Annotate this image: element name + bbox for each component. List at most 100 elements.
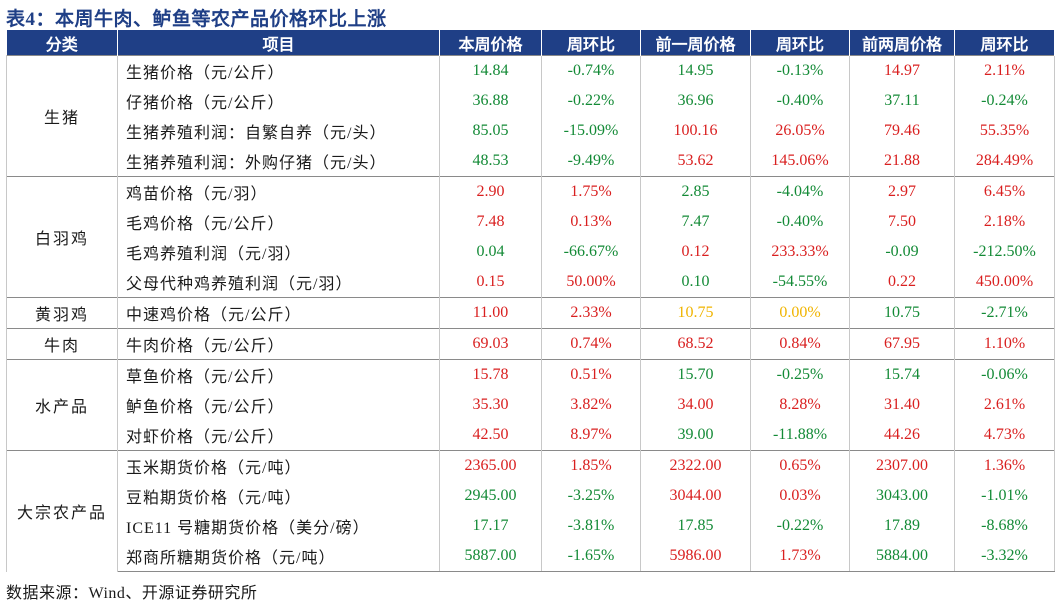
table-row: 郑商所糖期货价格（元/吨） 5887.00 -1.65% 5986.00 1.73% 58… bbox=[7, 541, 1055, 572]
item-cell: 对虾价格（元/公斤） bbox=[117, 420, 440, 451]
this-week-price-cell: 17.17 bbox=[439, 511, 542, 541]
this-week-price-cell: 85.05 bbox=[439, 116, 542, 146]
header-wow-1: 周环比 bbox=[541, 30, 641, 56]
wow-two-weeks-ago-cell: -1.01% bbox=[954, 481, 1055, 511]
table-row: 父母代种鸡养殖利润（元/羽） 0.15 50.00% 0.10 -54.55% 0.22 4… bbox=[7, 267, 1055, 298]
wow-this-week-cell: -1.65% bbox=[541, 541, 641, 572]
prev-week-price-cell: 34.00 bbox=[640, 390, 751, 420]
prev-week-price-cell: 14.95 bbox=[640, 55, 751, 86]
item-cell: 鸡苗价格（元/羽） bbox=[117, 176, 440, 207]
this-week-price-cell: 35.30 bbox=[439, 390, 542, 420]
item-cell: ICE11 号糖期货价格（美分/磅） bbox=[117, 511, 440, 541]
table-row: 对虾价格（元/公斤） 42.50 8.97% 39.00 -11.88% 44.26 4.7… bbox=[7, 420, 1055, 451]
wow-two-weeks-ago-cell: 4.73% bbox=[954, 420, 1055, 451]
two-weeks-ago-price-cell: 31.40 bbox=[849, 390, 955, 420]
wow-two-weeks-ago-cell: 2.11% bbox=[954, 55, 1055, 86]
this-week-price-cell: 69.03 bbox=[439, 328, 542, 360]
table-row: 生猪养殖利润：自繁自养（元/头） 85.05 -15.09% 100.16 26.05%… bbox=[7, 116, 1055, 146]
table-row: 黄羽鸡 中速鸡价格（元/公斤） 11.00 2.33% 10.75 0.00% 10.75-… bbox=[6, 297, 1055, 329]
table-title: 表4：本周牛肉、鲈鱼等农产品价格环比上涨 bbox=[6, 9, 387, 30]
wow-this-week-cell: 8.97% bbox=[541, 420, 641, 451]
item-cell: 豆粕期货价格（元/吨） bbox=[117, 481, 440, 511]
two-weeks-ago-price-cell: 37.11 bbox=[849, 86, 955, 116]
two-weeks-ago-price-cell: 7.50 bbox=[849, 207, 955, 237]
prev-week-price-cell: 7.47 bbox=[640, 207, 751, 237]
wow-prev-week-cell: 26.05% bbox=[750, 116, 850, 146]
wow-this-week-cell: 0.51% bbox=[541, 359, 641, 390]
item-cell: 鲈鱼价格（元/公斤） bbox=[117, 390, 440, 420]
table-row: 豆粕期货价格（元/吨） 2945.00 -3.25% 3044.00 0.03% 3043… bbox=[7, 481, 1055, 511]
wow-prev-week-cell: 0.65% bbox=[750, 450, 850, 481]
wow-this-week-cell: 1.85% bbox=[541, 450, 641, 481]
prev-week-price-cell: 17.85 bbox=[640, 511, 751, 541]
wow-this-week-cell: 2.33% bbox=[541, 297, 641, 329]
prev-week-price-cell: 68.52 bbox=[640, 328, 751, 360]
two-weeks-ago-price-cell: -0.09 bbox=[849, 237, 955, 267]
two-weeks-ago-price-cell: 79.46 bbox=[849, 116, 955, 146]
wow-prev-week-cell: -0.22% bbox=[750, 511, 850, 541]
this-week-price-cell: 42.50 bbox=[439, 420, 542, 451]
wow-this-week-cell: 50.00% bbox=[541, 267, 641, 298]
prev-week-price-cell: 5986.00 bbox=[640, 541, 751, 572]
wow-two-weeks-ago-cell: -8.68% bbox=[954, 511, 1055, 541]
this-week-price-cell: 2365.00 bbox=[439, 450, 542, 481]
wow-this-week-cell: -15.09% bbox=[541, 116, 641, 146]
this-week-price-cell: 0.15 bbox=[439, 267, 542, 298]
wow-prev-week-cell: 0.84% bbox=[750, 328, 850, 360]
table-body: 生猪 生猪价格（元/公斤） 14.84 -0.74% 14.95 -0.13% 14.97 2… bbox=[6, 55, 1055, 572]
wow-two-weeks-ago-cell: -3.32% bbox=[954, 541, 1055, 572]
this-week-price-cell: 0.04 bbox=[439, 237, 542, 267]
table-row: 白羽鸡 鸡苗价格（元/羽） 2.90 1.75% 2.85 -4.04% 2.97 6.45% bbox=[6, 176, 1055, 298]
wow-prev-week-cell: -0.40% bbox=[750, 207, 850, 237]
table-row: 毛鸡养殖利润（元/羽） 0.04 -66.67% 0.12 233.33% -0.09 -2… bbox=[7, 237, 1055, 267]
wow-this-week-cell: -3.81% bbox=[541, 511, 641, 541]
item-cell: 草鱼价格（元/公斤） bbox=[117, 359, 440, 390]
this-week-price-cell: 7.48 bbox=[439, 207, 542, 237]
wow-this-week-cell: -0.74% bbox=[541, 55, 641, 86]
wow-prev-week-cell: 145.06% bbox=[750, 146, 850, 177]
table-row: 大宗农产品 玉米期货价格（元/吨） 2365.00 1.85% 2322.00 0.65%… bbox=[6, 450, 1055, 572]
two-weeks-ago-price-cell: 0.22 bbox=[849, 267, 955, 298]
table-header: 分类 项目 本周价格 周环比 前一周价格 周环比 前两周价格 周环比 bbox=[6, 30, 1055, 56]
item-cell: 玉米期货价格（元/吨） bbox=[117, 450, 440, 481]
wow-this-week-cell: 3.82% bbox=[541, 390, 641, 420]
wow-two-weeks-ago-cell: 450.00% bbox=[954, 267, 1055, 298]
item-cell: 毛鸡养殖利润（元/羽） bbox=[117, 237, 440, 267]
prev-week-price-cell: 39.00 bbox=[640, 420, 751, 451]
table-row: 生猪 生猪价格（元/公斤） 14.84 -0.74% 14.95 -0.13% 14.97 2… bbox=[6, 55, 1055, 177]
category-cell: 黄羽鸡 bbox=[6, 297, 118, 329]
this-week-price-cell: 2945.00 bbox=[439, 481, 542, 511]
wow-two-weeks-ago-cell: 2.61% bbox=[954, 390, 1055, 420]
this-week-price-cell: 36.88 bbox=[439, 86, 542, 116]
wow-this-week-cell: 1.75% bbox=[541, 176, 641, 207]
wow-this-week-cell: 0.74% bbox=[541, 328, 641, 360]
item-cell: 生猪养殖利润：外购仔猪（元/头） bbox=[117, 146, 440, 177]
wow-prev-week-cell: -54.55% bbox=[750, 267, 850, 298]
wow-prev-week-cell: -0.25% bbox=[750, 359, 850, 390]
category-cell: 水产品 bbox=[6, 359, 118, 451]
item-cell: 生猪养殖利润：自繁自养（元/头） bbox=[117, 116, 440, 146]
category-cell: 牛肉 bbox=[6, 328, 118, 360]
header-row: 分类 项目 本周价格 周环比 前一周价格 周环比 前两周价格 周环比 bbox=[6, 30, 1055, 56]
wow-two-weeks-ago-cell: -0.06% bbox=[954, 359, 1055, 390]
table-row: 仔猪价格（元/公斤） 36.88 -0.22% 36.96 -0.40% 37.11 -0.… bbox=[7, 86, 1055, 116]
prev-week-price-cell: 10.75 bbox=[640, 297, 751, 329]
wow-prev-week-cell: 8.28% bbox=[750, 390, 850, 420]
header-this-week-price: 本周价格 bbox=[439, 30, 542, 56]
data-source-note: 数据来源：Wind、开源证券研究所 bbox=[6, 585, 258, 602]
wow-two-weeks-ago-cell: 6.45% bbox=[954, 176, 1055, 207]
header-category: 分类 bbox=[6, 30, 118, 56]
two-weeks-ago-price-cell: 14.97 bbox=[849, 55, 955, 86]
wow-this-week-cell: -3.25% bbox=[541, 481, 641, 511]
wow-prev-week-cell: -11.88% bbox=[750, 420, 850, 451]
item-cell: 中速鸡价格（元/公斤） bbox=[117, 297, 440, 329]
item-cell: 仔猪价格（元/公斤） bbox=[117, 86, 440, 116]
wow-two-weeks-ago-cell: -212.50% bbox=[954, 237, 1055, 267]
wow-prev-week-cell: -0.40% bbox=[750, 86, 850, 116]
two-weeks-ago-price-cell: 21.88 bbox=[849, 146, 955, 177]
prev-week-price-cell: 53.62 bbox=[640, 146, 751, 177]
two-weeks-ago-price-cell: 44.26 bbox=[849, 420, 955, 451]
wow-two-weeks-ago-cell: 284.49% bbox=[954, 146, 1055, 177]
this-week-price-cell: 14.84 bbox=[439, 55, 542, 86]
